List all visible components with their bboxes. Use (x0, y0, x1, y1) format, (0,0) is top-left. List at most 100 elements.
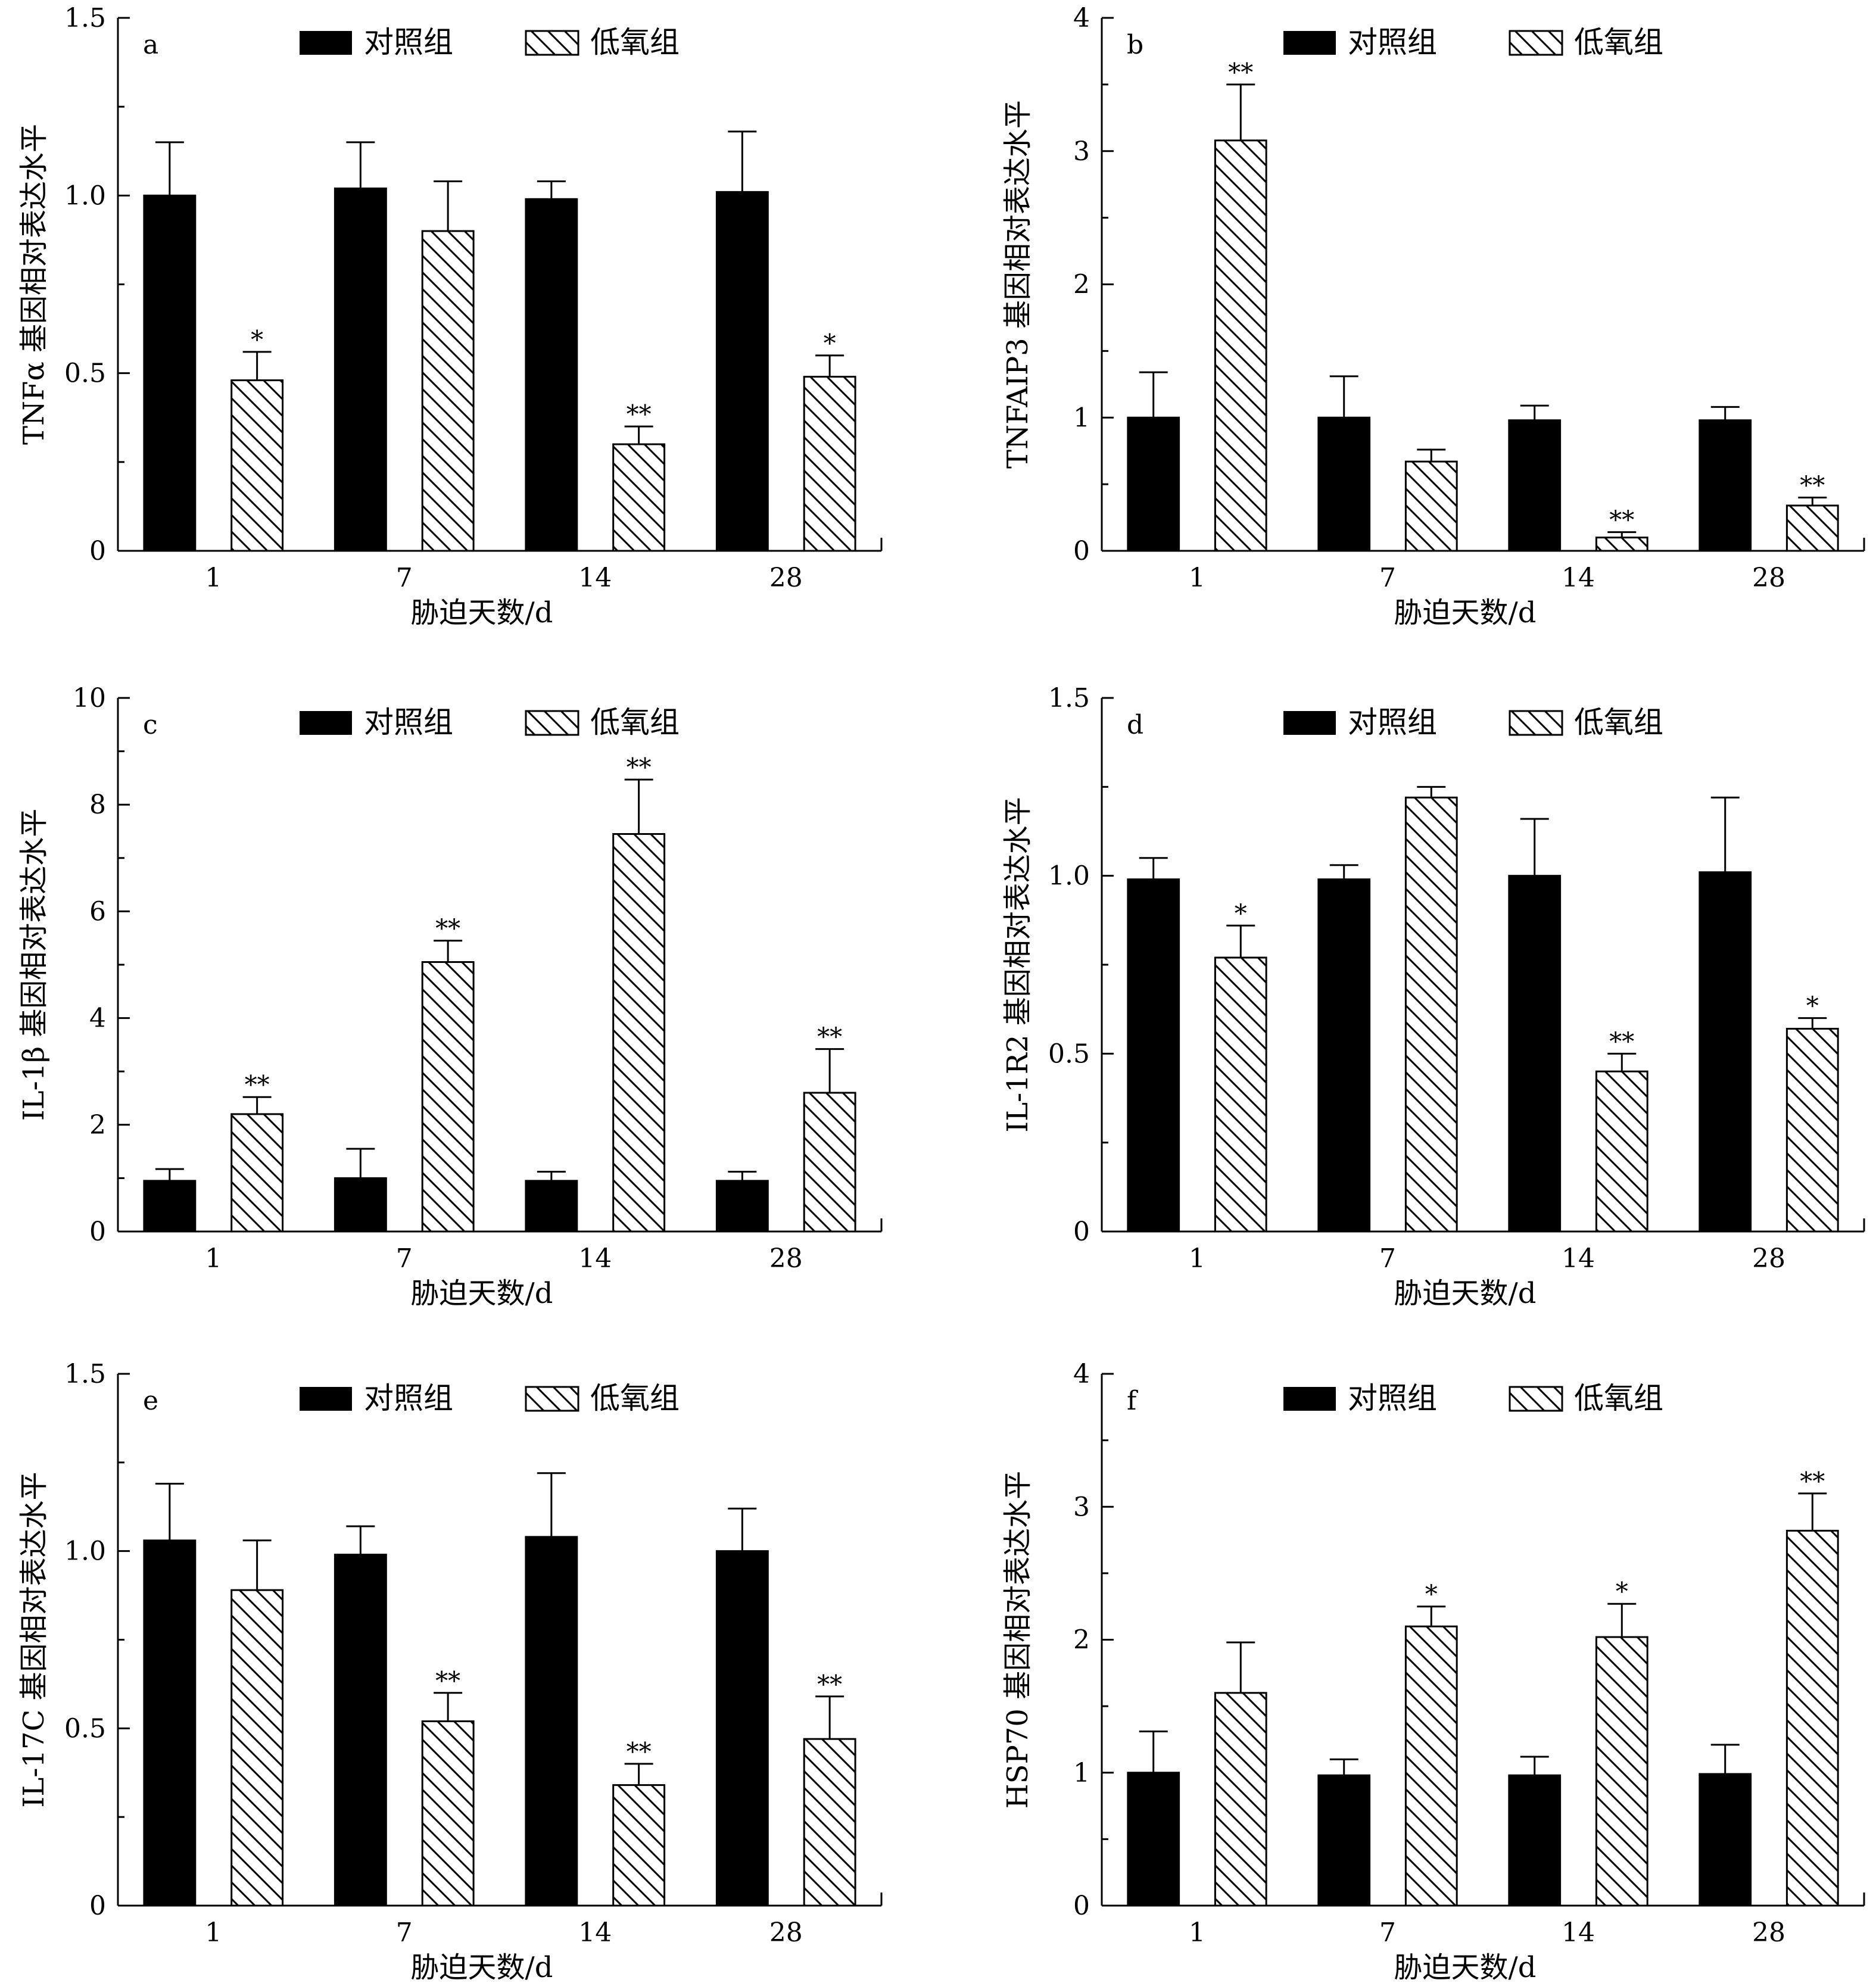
significance-mark: * (1235, 899, 1247, 928)
legend-swatch-control (300, 1387, 352, 1411)
x-tick-label: 28 (769, 1243, 803, 1274)
bar-hypoxia (803, 376, 856, 552)
x-tick-label: 14 (578, 1918, 612, 1948)
y-tick-label: 0.5 (64, 358, 106, 389)
legend-swatch-control (300, 31, 352, 55)
panel-letter: e (143, 1386, 158, 1416)
significance-mark: * (1616, 1577, 1628, 1606)
y-tick-label: 8 (89, 790, 106, 820)
y-tick-label: 0 (89, 536, 106, 566)
x-tick-label: 28 (769, 563, 803, 593)
chart-panel-d: 0 0.5 1.0 1.5 1 7 14 28 胁迫天数/d IL-1R2 基因相对表达水平 d 对照… (1001, 683, 1865, 1310)
significance-mark: * (1806, 992, 1819, 1021)
bar-control (334, 187, 387, 552)
panel-letter: f (1127, 1386, 1138, 1416)
bar-control (1699, 419, 1752, 552)
y-tick-label: 1.0 (1048, 861, 1090, 891)
legend-label-hypoxia: 低氧组 (590, 1381, 680, 1416)
bar-hypoxia (421, 1720, 475, 1907)
y-tick-label: 0 (89, 1217, 106, 1247)
x-tick-label: 1 (1189, 1918, 1205, 1948)
legend-swatch-hypoxia (1509, 1386, 1563, 1412)
y-tick-label: 10 (73, 683, 106, 713)
x-tick-label: 7 (396, 1243, 413, 1274)
x-tick-label: 14 (1562, 1918, 1595, 1948)
bar-control (143, 1539, 197, 1907)
bar-hypoxia (1785, 1529, 1839, 1907)
bar-control (1508, 1774, 1562, 1907)
significance-mark: ** (435, 1666, 460, 1695)
legend-label-control: 对照组 (364, 25, 453, 60)
y-tick-label: 0.5 (1048, 1039, 1090, 1069)
bar-control (334, 1554, 387, 1907)
chart-panel-e: 0 0.5 1.0 1.5 1 7 14 28 胁迫天数/d IL-17C 基因相对表达水平 e 对照… (17, 1359, 883, 1984)
y-tick-label: 2 (1073, 270, 1090, 300)
legend-swatch-control (1283, 31, 1336, 55)
x-axis-title: 胁迫天数/d (1394, 1951, 1537, 1984)
chart-panel-c: 0 2 4 6 8 10 1 7 14 28 胁迫天数/d IL-1β 基因相对表达水平 c 对照组 低氧组… (17, 683, 883, 1310)
significance-mark: * (1425, 1580, 1438, 1609)
y-axis-title: IL-1β 基因相对表达水平 (17, 809, 51, 1121)
bar-hypoxia (1595, 1636, 1648, 1907)
legend-label-control: 对照组 (1348, 1381, 1437, 1416)
significance-mark: ** (245, 1070, 270, 1099)
y-tick-label: 4 (1073, 1359, 1090, 1389)
bar-control (334, 1177, 387, 1233)
legend-swatch-hypoxia (525, 30, 579, 56)
bar-control (1508, 419, 1562, 552)
chart-panel-a: 0 0.5 1.0 1.5 1 7 14 28 胁迫天数/d TNFα 基因相对表达水平 a 对照组 低… (17, 3, 883, 629)
y-tick-label: 2 (89, 1110, 106, 1140)
x-tick-label: 14 (578, 563, 612, 593)
bar-hypoxia (1214, 139, 1267, 552)
x-tick-label: 14 (578, 1243, 612, 1274)
y-tick-label: 0 (1073, 536, 1090, 566)
significance-mark: ** (627, 400, 652, 429)
bar-control (525, 1180, 578, 1233)
bar-hypoxia (1404, 1625, 1458, 1907)
bar-hypoxia (1595, 537, 1648, 552)
y-axis-title: IL-17C 基因相对表达水平 (17, 1471, 51, 1807)
x-axis-title: 胁迫天数/d (1394, 1277, 1537, 1310)
bar-control (1699, 1773, 1752, 1907)
bar-hypoxia (1785, 504, 1839, 552)
legend-swatch-control (300, 711, 352, 735)
bar-hypoxia (1404, 796, 1458, 1233)
bar-control (525, 1536, 578, 1907)
y-tick-label: 0 (1073, 1217, 1090, 1247)
bar-control (1317, 416, 1371, 552)
x-axis-title: 胁迫天数/d (411, 596, 553, 629)
x-tick-label: 14 (1562, 563, 1595, 593)
bar-control (1127, 416, 1180, 552)
legend-swatch-control (1283, 711, 1336, 735)
x-tick-label: 28 (1752, 563, 1785, 593)
significance-mark: ** (1609, 1027, 1634, 1056)
y-axis-title: TNFAIP3 基因相对表达水平 (1001, 100, 1034, 469)
significance-mark: ** (1800, 1467, 1825, 1496)
legend-label-control: 对照组 (364, 705, 453, 740)
bar-control (1317, 878, 1371, 1233)
panel-letter: a (143, 30, 158, 60)
significance-mark: ** (1228, 58, 1253, 87)
bar-control (715, 1180, 769, 1233)
legend-swatch-hypoxia (1509, 710, 1563, 736)
x-tick-label: 7 (396, 563, 413, 593)
y-tick-label: 6 (89, 896, 106, 927)
bar-control (143, 1180, 197, 1233)
bar-control (525, 198, 578, 552)
significance-mark: * (824, 329, 836, 358)
legend-label-hypoxia: 低氧组 (1574, 705, 1663, 740)
bar-hypoxia (230, 1589, 284, 1907)
chart-panel-b: 0 1 2 3 4 1 7 14 28 胁迫天数/d TNFAIP3 基因相对表达水平 b 对照组 低氧组… (1001, 3, 1865, 629)
y-tick-label: 0 (1073, 1891, 1090, 1921)
y-tick-label: 0 (89, 1891, 106, 1921)
x-tick-label: 14 (1562, 1243, 1595, 1274)
legend-swatch-control (1283, 1387, 1336, 1411)
bar-hypoxia (612, 1784, 666, 1907)
x-tick-label: 28 (769, 1918, 803, 1948)
y-tick-label: 1.5 (64, 1359, 106, 1389)
bar-hypoxia (612, 443, 666, 552)
legend-label-hypoxia: 低氧组 (590, 25, 680, 60)
bar-control (715, 191, 769, 552)
bar-control (1699, 871, 1752, 1233)
